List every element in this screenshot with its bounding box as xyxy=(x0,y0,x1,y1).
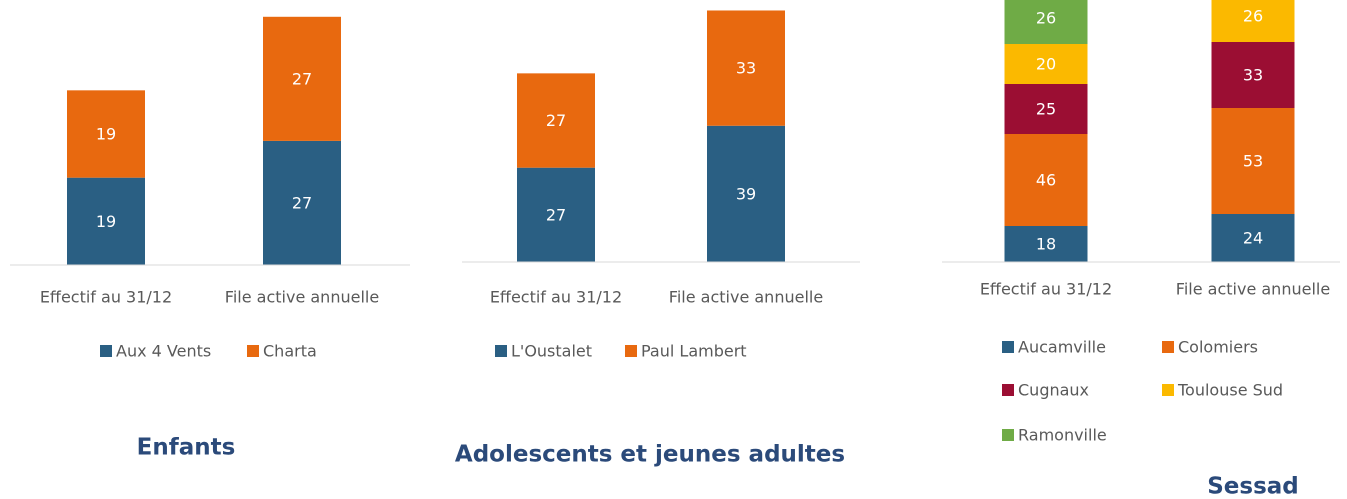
chart-title: Sessad xyxy=(1207,474,1299,499)
legend-label: Paul Lambert xyxy=(641,342,747,361)
bar-segment xyxy=(1004,226,1088,262)
data-label: 26 xyxy=(1243,7,1263,26)
legend-label: Ramonville xyxy=(1018,426,1107,445)
legend-swatch xyxy=(625,345,637,357)
bar-segment xyxy=(1004,134,1088,226)
bar-segment xyxy=(1211,214,1295,262)
chart-title: Adolescents et jeunes adultes xyxy=(455,442,845,468)
data-label: 46 xyxy=(1036,171,1056,190)
legend-label: L'Oustalet xyxy=(511,342,592,361)
data-label: 18 xyxy=(1036,235,1056,254)
data-label: 25 xyxy=(1036,100,1056,119)
bar-segment xyxy=(1211,108,1295,214)
bar-segment xyxy=(1004,0,1088,44)
legend-swatch xyxy=(247,345,259,357)
data-label: 33 xyxy=(1243,66,1263,85)
bar-segment xyxy=(1004,84,1088,134)
legend-label: Toulouse Sud xyxy=(1177,381,1283,400)
legend-swatch xyxy=(495,345,507,357)
x-tick-label: Effectif au 31/12 xyxy=(40,288,172,307)
bar-segment xyxy=(67,90,145,178)
legend-swatch xyxy=(1002,384,1014,396)
x-tick-label: File active annuelle xyxy=(1176,280,1330,299)
x-tick-label: File active annuelle xyxy=(669,288,823,307)
bar-segment xyxy=(263,140,341,265)
bar-segment xyxy=(67,177,145,265)
data-label: 19 xyxy=(96,125,116,144)
legend-swatch xyxy=(1002,429,1014,441)
bar-segment xyxy=(1004,44,1088,84)
x-tick-label: Effectif au 31/12 xyxy=(980,280,1112,299)
data-label: 20 xyxy=(1036,55,1056,74)
data-label: 27 xyxy=(292,69,312,88)
legend-label: Aucamville xyxy=(1018,338,1106,357)
legend-label: Charta xyxy=(263,342,317,361)
bar-segment xyxy=(707,125,785,262)
chart-title: Enfants xyxy=(137,435,236,461)
data-label: 26 xyxy=(1036,9,1056,28)
legend-label: Colomiers xyxy=(1178,338,1258,357)
bar-segment xyxy=(263,16,341,141)
data-label: 27 xyxy=(546,111,566,130)
data-label: 39 xyxy=(736,184,756,203)
data-label: 19 xyxy=(96,212,116,231)
legend-swatch xyxy=(100,345,112,357)
x-tick-label: File active annuelle xyxy=(225,288,379,307)
data-label: 27 xyxy=(292,193,312,212)
legend-swatch xyxy=(1162,384,1174,396)
legend-label: Aux 4 Vents xyxy=(116,342,211,361)
bar-segment xyxy=(707,10,785,126)
data-label: 53 xyxy=(1243,152,1263,171)
bar-segment xyxy=(517,73,595,168)
data-label: 27 xyxy=(546,205,566,224)
bar-segment xyxy=(1211,42,1295,108)
bar-segment xyxy=(517,167,595,262)
bar-segment xyxy=(1211,0,1295,42)
legend-swatch xyxy=(1162,341,1174,353)
legend-label: Cugnaux xyxy=(1018,381,1089,400)
legend-swatch xyxy=(1002,341,1014,353)
data-label: 24 xyxy=(1243,229,1263,248)
data-label: 33 xyxy=(736,59,756,78)
x-tick-label: Effectif au 31/12 xyxy=(490,288,622,307)
